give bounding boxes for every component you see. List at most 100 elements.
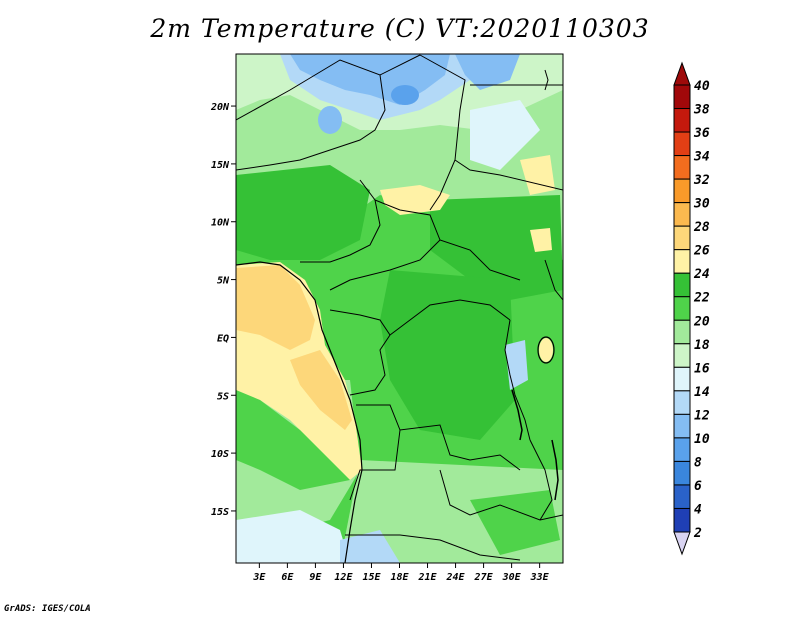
colorbar-box [673, 343, 691, 368]
lon-tick-label: 9E [309, 572, 322, 583]
colorbar-label: 12 [694, 408, 710, 423]
lon-tick-label: 12E [334, 572, 353, 583]
lon-tick-label: 3E [252, 572, 266, 583]
colorbar-label: 30 [693, 197, 710, 212]
lon-tick-label: 24E [446, 572, 466, 583]
field-warm-patch-a [380, 185, 450, 215]
colorbar-box [673, 272, 691, 298]
lon-tick-label: 18E [390, 572, 409, 583]
lat-tick-label: 10N [211, 218, 230, 229]
border-line [345, 534, 521, 561]
colorbar-label: 20 [693, 314, 710, 329]
border-line [349, 429, 401, 501]
lat-tick-label: EQ [217, 333, 229, 344]
colorbar-box [673, 460, 691, 486]
colorbar-label: 14 [694, 385, 710, 400]
lake-tanganyika [511, 389, 523, 441]
latitude-axis: 20N 15N 10N 5N EQ 5S 10S 15S [210, 102, 236, 518]
lon-tick-label: 33E [530, 572, 550, 583]
field-green-west-africa [236, 165, 370, 260]
lon-tick-label: 21E [417, 572, 437, 583]
lon-tick-label: 15E [362, 572, 381, 583]
colorbar-label: 2 [693, 526, 702, 541]
field-cold-spot-b [318, 106, 342, 134]
field-pale-blue-southwest [236, 510, 350, 563]
lon-tick-label: 27E [474, 572, 494, 583]
colorbar-box [673, 484, 691, 509]
colorbar-label: 18 [694, 338, 710, 353]
border-line [544, 259, 563, 301]
colorbar-label: 34 [693, 150, 710, 165]
colorbar-label: 40 [694, 79, 710, 94]
colorbar-label: 38 [693, 103, 710, 118]
colorbar-box [673, 319, 691, 345]
colorbar-box [673, 437, 691, 462]
field-light-blue-south [340, 530, 400, 563]
border-line [544, 69, 549, 91]
colorbar-box [673, 366, 691, 392]
colorbar-box [673, 155, 691, 180]
lat-tick-label: 10S [211, 449, 229, 460]
field-pale-blue-east [470, 100, 540, 170]
field-blue-northeast [455, 54, 520, 90]
border-line [529, 439, 553, 521]
colorbar-box [673, 131, 691, 157]
lake-victoria-outline [537, 336, 555, 364]
colorbar-box [673, 202, 691, 227]
country-borders [236, 54, 563, 563]
field-warm-patch-b [520, 155, 555, 195]
colorbar-label: 28 [693, 220, 710, 235]
colorbar-box [673, 296, 691, 321]
colorbar-label: 36 [693, 126, 710, 141]
field-warm-patch-c [530, 228, 552, 252]
colorbar-box [673, 108, 691, 133]
colorbar-label: 10 [694, 432, 710, 447]
coastline [236, 261, 363, 563]
lake-malawi [551, 439, 559, 501]
lat-tick-label: 5S [217, 391, 229, 402]
colorbar-box [673, 413, 691, 439]
colorbar-label: 26 [693, 244, 710, 259]
colorbar-box [673, 249, 691, 274]
lat-tick-label: 5N [217, 276, 230, 287]
colorbar-box [673, 178, 691, 204]
field-green-central [430, 195, 563, 300]
colorbar-box [673, 507, 691, 533]
map-title: 2m Temperature (C) VT:2020110303 [150, 14, 650, 43]
border-line [389, 299, 511, 336]
border-line [329, 239, 441, 291]
border-line [439, 469, 563, 521]
colorbar-label: 6 [694, 479, 702, 494]
field-ocean-warmer-south [290, 350, 352, 430]
colorbar-label: 24 [693, 267, 710, 282]
colorbar-label: 8 [694, 455, 702, 470]
colorbar-box [673, 390, 691, 415]
colorbar-box [673, 225, 691, 251]
lat-tick-label: 20N [210, 102, 230, 113]
field-cold-spot-a [391, 85, 419, 105]
colorbar-label: 16 [694, 361, 710, 376]
field-ocean-green-south [236, 390, 350, 490]
credit-label: GrADS: IGES/COLA [4, 604, 91, 614]
colorbar-label: 4 [694, 502, 702, 517]
field-green-southeast [470, 490, 560, 555]
field-green-congo [380, 270, 515, 440]
lon-tick-label: 30E [502, 572, 522, 583]
border-line [504, 319, 531, 441]
border-line [236, 54, 421, 121]
longitude-axis: 3E 6E 9E 12E 15E 18E 21E 24E 27E 30E 33E [252, 563, 550, 583]
temperature-field [236, 54, 563, 563]
colorbar-box [673, 84, 691, 110]
border-line [356, 404, 521, 471]
border-line [236, 74, 386, 171]
border-line [419, 54, 466, 211]
lon-tick-label: 6E [281, 572, 294, 583]
colorbar-under-arrow [673, 531, 691, 556]
colorbar-label: 32 [693, 173, 710, 188]
colorbar-over-arrow [673, 61, 691, 86]
border-line [454, 159, 563, 191]
field-lake-victoria [539, 338, 553, 362]
border-line [329, 309, 391, 396]
